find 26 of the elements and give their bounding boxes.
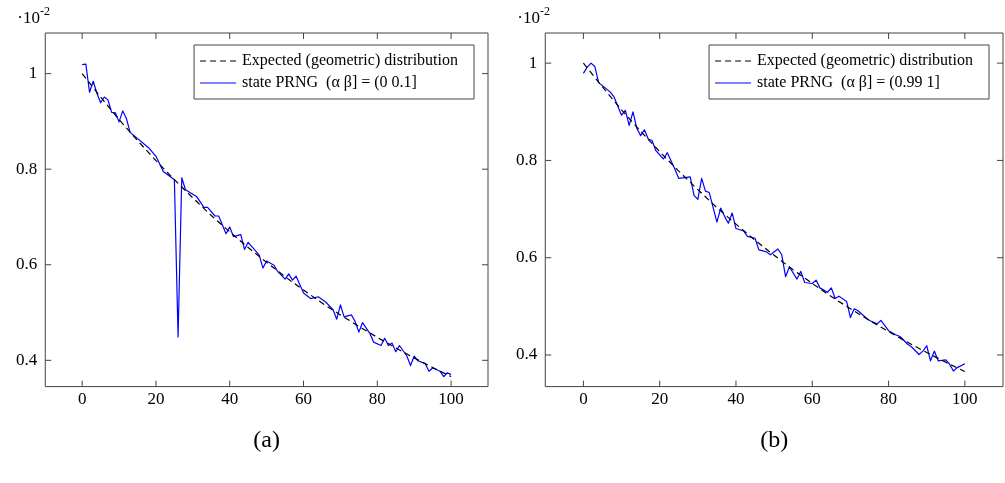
- x-tick-label: 100: [952, 389, 978, 409]
- y-tick-label: 0.4: [16, 349, 38, 369]
- text: (a): [253, 425, 280, 452]
- x-tick-label: 20: [147, 389, 165, 409]
- text: (b): [760, 425, 789, 452]
- legend-label: state PRNG (α β] = (0.99 1]: [757, 73, 940, 92]
- x-tick-label: 0: [77, 389, 87, 409]
- legend-label: state PRNG (α β] = (0 0.1]: [242, 73, 417, 92]
- x-tick-label: 80: [880, 389, 898, 409]
- x-tick-label: 100: [438, 389, 464, 409]
- x-tick-label: 20: [651, 389, 669, 409]
- y-tick-label: 1: [28, 63, 38, 83]
- legend-label: Expected (geometric) distribution: [242, 51, 459, 70]
- x-tick-label: 40: [727, 389, 745, 409]
- x-tick-label: 0: [579, 389, 588, 409]
- x-tick-label: 60: [295, 389, 313, 409]
- y-tick-label: 0.4: [516, 344, 538, 364]
- x-tick-label: 60: [803, 389, 821, 409]
- y-tick-label: 0.6: [16, 254, 38, 274]
- x-tick-label: 40: [221, 389, 239, 409]
- y-tick-label: 1: [528, 52, 538, 72]
- legend-label: Expected (geometric) distribution: [757, 51, 974, 70]
- y-tick-label: 0.8: [16, 158, 38, 178]
- x-tick-label: 80: [368, 389, 386, 409]
- y-tick-label: 0.6: [516, 247, 538, 267]
- y-tick-label: 0.8: [516, 149, 538, 169]
